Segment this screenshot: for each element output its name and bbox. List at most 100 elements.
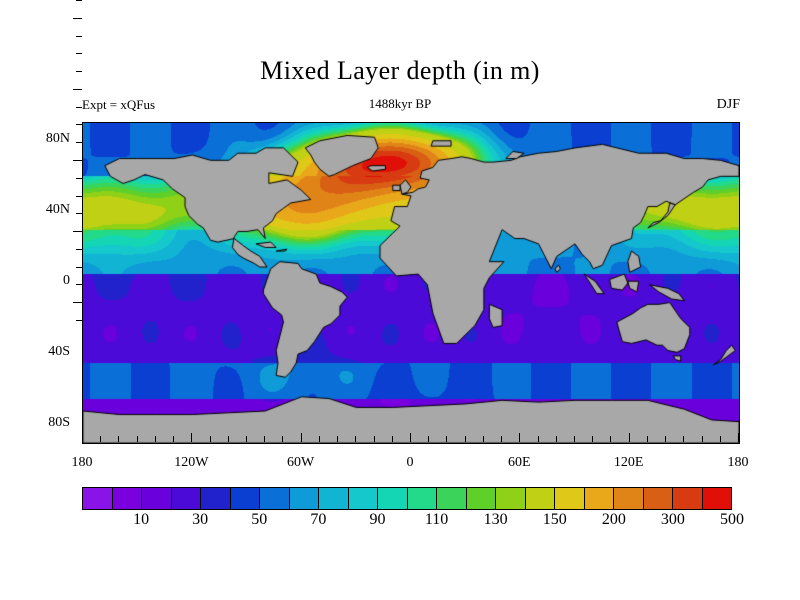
colorbar-swatch [614, 488, 644, 509]
colorbar-swatch [437, 488, 467, 509]
x-tick-label: 180 [727, 455, 749, 470]
colorbar-swatch [142, 488, 172, 509]
x-tick-mark [501, 436, 502, 442]
colorbar-tick-label: 130 [483, 511, 508, 528]
colorbar-tick-label: 10 [133, 511, 150, 528]
colorbar-tick-labels: 10 30 50 70 90 110 130 150 200 300 500 [82, 511, 744, 533]
x-tick-mark [337, 436, 338, 442]
y-tick-label: 40S [48, 344, 70, 360]
colorbar-swatch [673, 488, 703, 509]
colorbar-tick-label: 30 [192, 511, 209, 528]
x-tick-mark [118, 436, 119, 442]
y-tick-mark [76, 53, 82, 54]
colorbar-swatch [702, 488, 731, 509]
x-tick-label: 120W [174, 455, 209, 470]
y-tick-mark [73, 231, 82, 232]
x-tick-mark [738, 433, 739, 442]
colorbar-swatch [496, 488, 526, 509]
season-label: DJF [716, 97, 740, 112]
x-tick-mark [683, 436, 684, 442]
x-tick-mark [137, 436, 138, 442]
colorbar-swatch [112, 488, 142, 509]
x-tick-mark [82, 433, 83, 442]
x-tick-mark [210, 436, 211, 442]
colorbar-tick-label: 300 [660, 511, 685, 528]
x-tick-mark [629, 433, 630, 442]
y-tick-mark [76, 178, 82, 179]
x-tick-mark [155, 436, 156, 442]
colorbar-swatch [525, 488, 555, 509]
colorbar-swatch [319, 488, 349, 509]
colorbar-swatch [289, 488, 319, 509]
colorbar-tick-label: 200 [601, 511, 626, 528]
y-tick-mark [73, 18, 82, 19]
colorbar [82, 487, 732, 510]
x-axis-longitude: 180 120W 60W 0 60E 120E 180 [0, 455, 800, 475]
y-tick-label: 40N [45, 201, 70, 217]
y-tick-label: 0 [63, 273, 70, 288]
x-tick-mark [319, 436, 320, 442]
colorbar-swatch [260, 488, 290, 509]
x-tick-mark [519, 433, 520, 442]
y-tick-mark [73, 302, 82, 303]
colorbar-tick-label: 500 [720, 511, 744, 528]
colorbar-swatch [348, 488, 378, 509]
figure-subtitle: 1488kyr BP [368, 96, 432, 111]
x-tick-mark [410, 433, 411, 442]
x-tick-mark [191, 433, 192, 442]
x-tick-mark [228, 436, 229, 442]
y-axis-latitude: 80N 40N 0 40S 80S [0, 122, 82, 444]
y-tick-label: 80S [48, 415, 70, 431]
x-tick-mark [647, 436, 648, 442]
y-tick-mark [76, 36, 82, 37]
x-tick-mark [574, 436, 575, 442]
colorbar-swatch [555, 488, 585, 509]
x-tick-mark [374, 436, 375, 442]
y-tick-label: 80N [45, 130, 70, 146]
x-tick-mark [173, 436, 174, 442]
y-tick-mark [76, 213, 82, 214]
x-tick-mark [665, 436, 666, 442]
y-tick-mark [76, 284, 82, 285]
y-tick-mark [76, 267, 82, 268]
y-tick-mark [76, 107, 82, 108]
colorbar-swatch [466, 488, 496, 509]
x-tick-mark [610, 436, 611, 442]
x-tick-mark [556, 436, 557, 442]
colorbar-swatch [83, 488, 113, 509]
colorbar-swatch [378, 488, 408, 509]
x-tick-mark [264, 436, 265, 442]
colorbar-tick-label: 110 [424, 511, 449, 528]
x-tick-mark [246, 436, 247, 442]
x-tick-mark [702, 436, 703, 442]
y-tick-mark [76, 320, 82, 321]
y-tick-mark [73, 89, 82, 90]
colorbar-swatches [82, 487, 732, 510]
y-tick-mark [76, 249, 82, 250]
page-title: Mixed Layer depth (in m) [260, 56, 540, 85]
y-tick-mark [76, 0, 82, 1]
x-tick-mark [483, 436, 484, 442]
mixed-layer-depth-heatmap [83, 123, 739, 443]
colorbar-swatch [407, 488, 437, 509]
colorbar-tick-label: 150 [542, 511, 567, 528]
x-tick-label: 60E [508, 455, 531, 470]
x-tick-label: 180 [71, 455, 93, 470]
x-tick-label: 0 [406, 455, 414, 470]
colorbar-tick-label: 90 [369, 511, 386, 528]
colorbar-swatch [230, 488, 260, 509]
x-tick-mark [465, 436, 466, 442]
y-tick-mark [76, 71, 82, 72]
colorbar-swatch [171, 488, 201, 509]
x-tick-mark [538, 436, 539, 442]
x-tick-mark [428, 436, 429, 442]
experiment-label: Expt = xQFus [82, 97, 156, 112]
x-tick-mark [100, 436, 101, 442]
y-tick-mark [76, 124, 82, 125]
x-tick-mark [592, 436, 593, 442]
x-tick-mark [720, 436, 721, 442]
x-tick-mark [392, 436, 393, 442]
x-tick-mark [355, 436, 356, 442]
map-plot-area [82, 122, 740, 444]
colorbar-tick-label: 50 [251, 511, 268, 528]
